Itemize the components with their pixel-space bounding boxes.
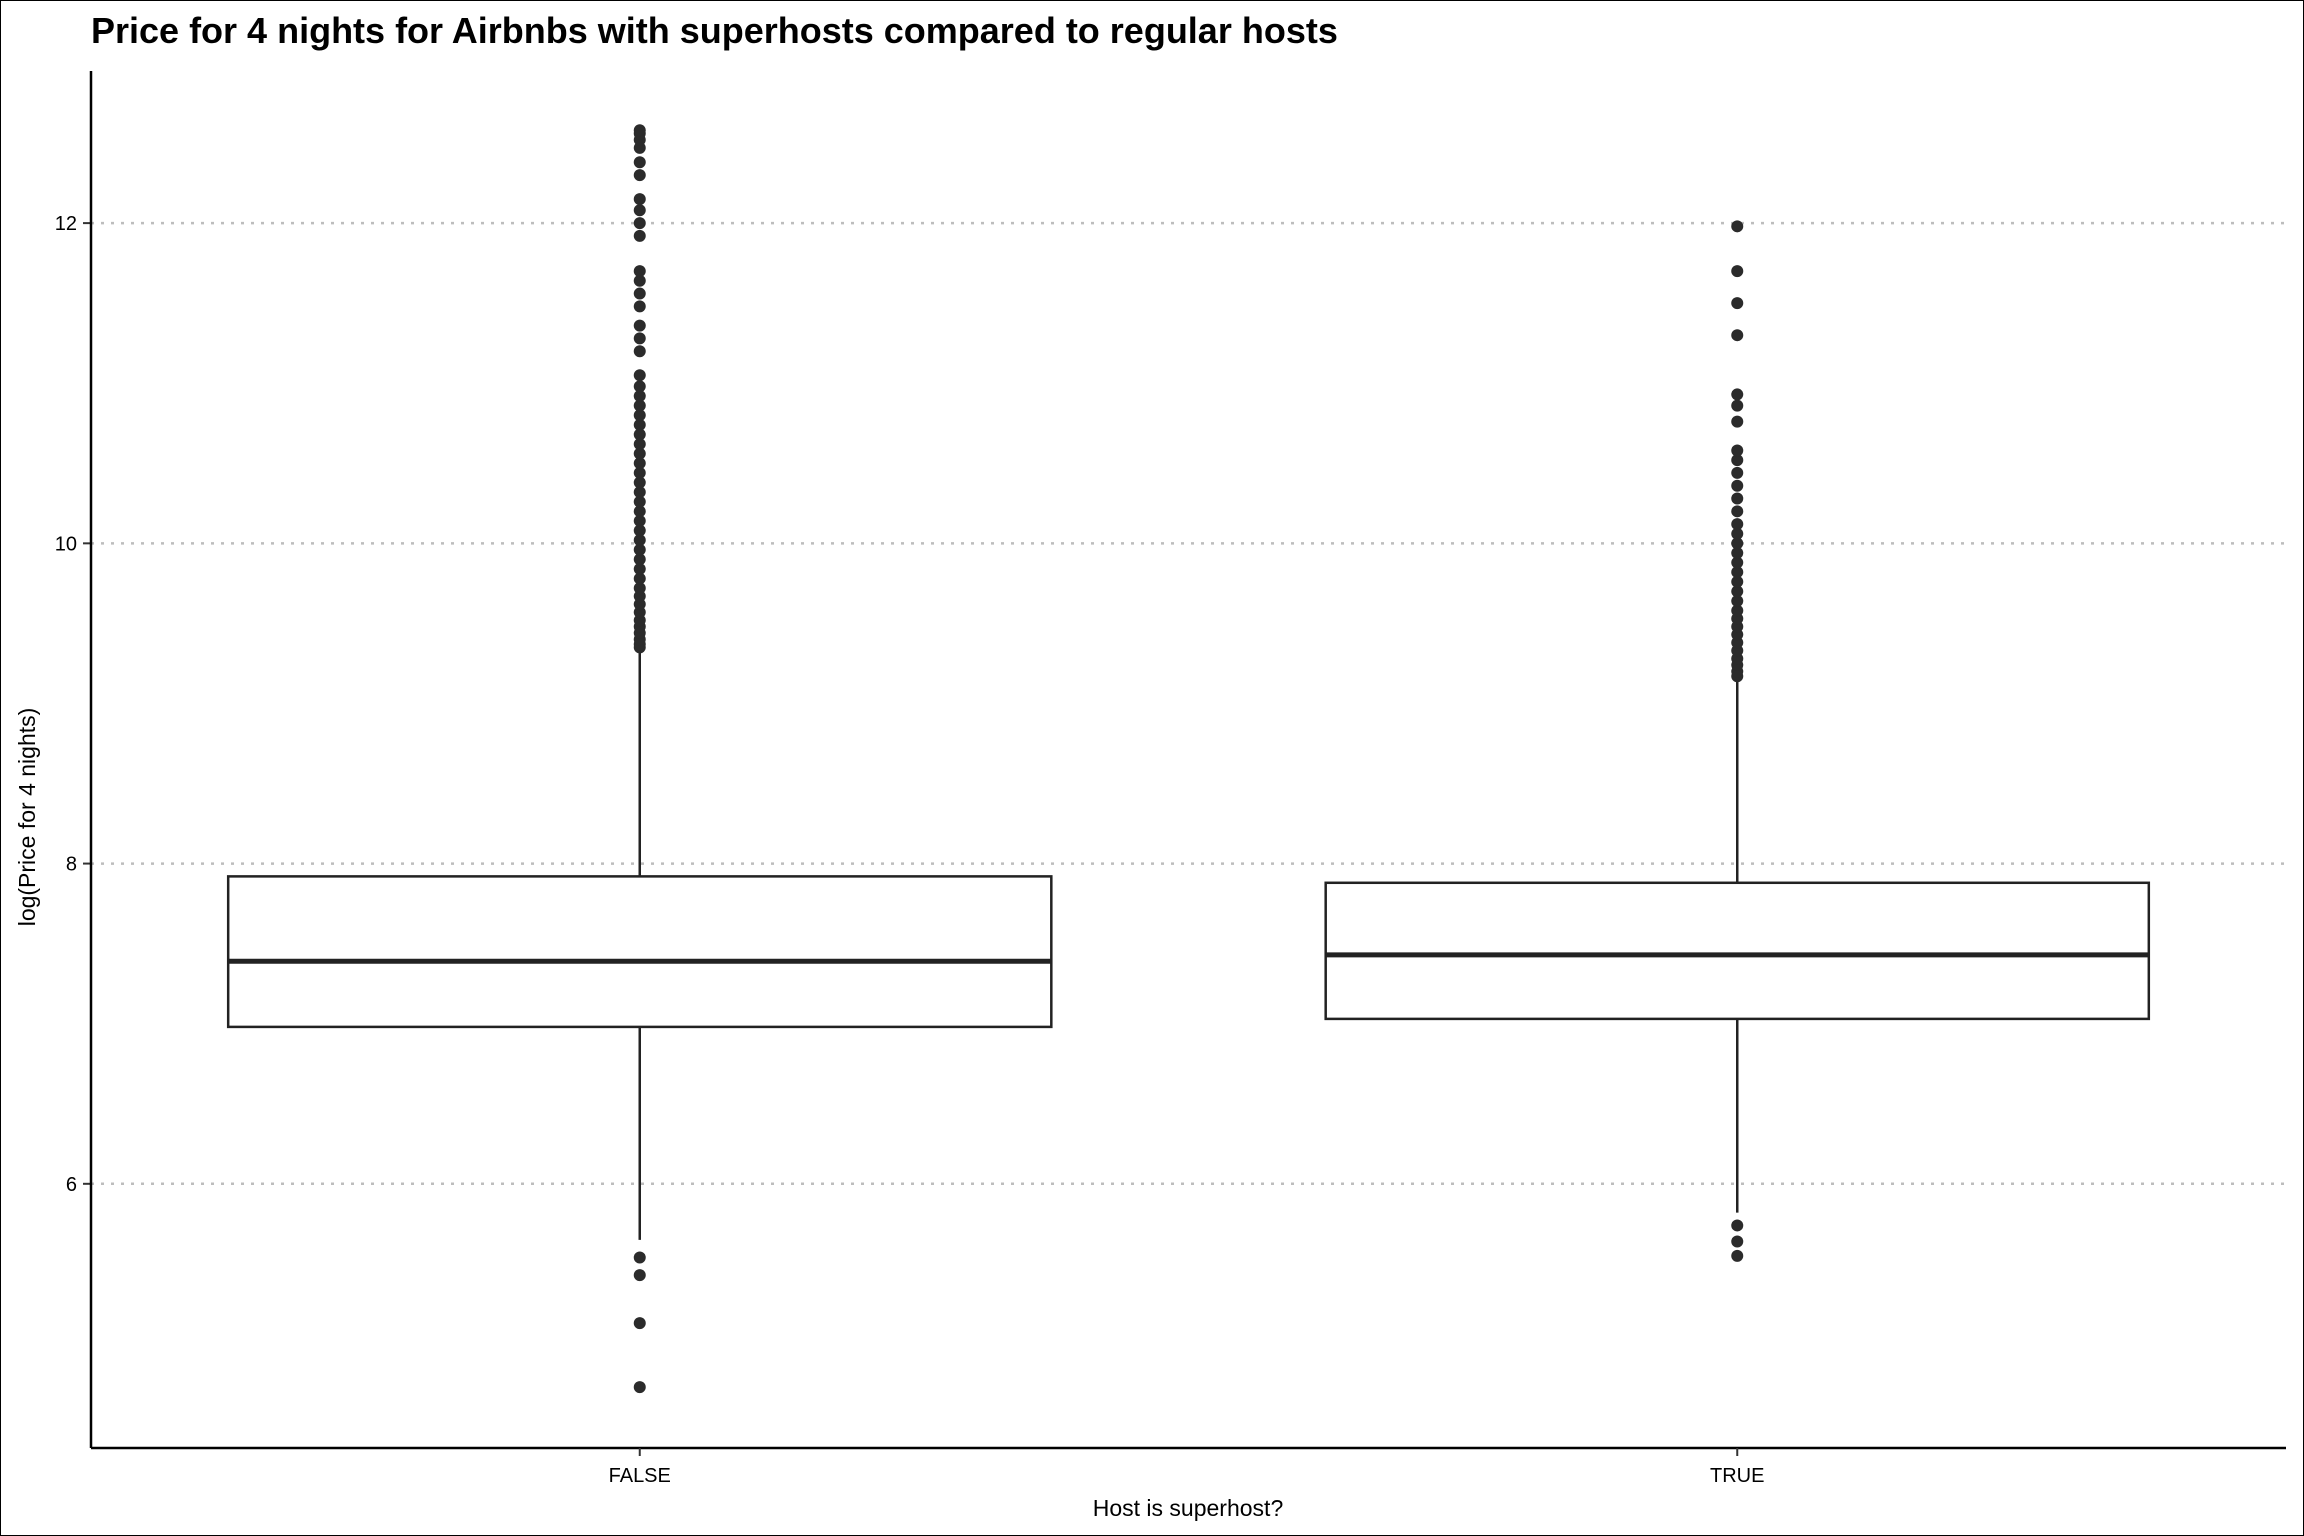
outlier-point: [633, 265, 646, 278]
y-tick-label: 6: [66, 1174, 77, 1196]
iqr-box: [226, 875, 1053, 1029]
y-tick-label: 10: [55, 533, 77, 555]
outlier-point: [1731, 604, 1744, 617]
outlier-point: [1731, 1235, 1744, 1248]
outlier-point: [1731, 527, 1744, 540]
axes: 6 8 10 12 FALSE TRUE: [55, 71, 2286, 1487]
outlier-point: [1731, 265, 1744, 278]
outlier-point: [1731, 444, 1744, 457]
outlier-point: [633, 418, 646, 431]
outlier-point: [1731, 399, 1744, 412]
iqr-box: [1324, 881, 2151, 1021]
outlier-point: [633, 447, 646, 460]
outlier-point: [633, 476, 646, 489]
x-axis-label: Host is superhost?: [1093, 1495, 1283, 1521]
box-series: [226, 124, 2151, 1394]
outlier-point: [633, 390, 646, 403]
outlier-point: [1731, 388, 1744, 401]
outlier-point: [633, 582, 646, 595]
outlier-point: [633, 229, 646, 242]
outlier-point: [1731, 575, 1744, 588]
box-group-true: [1324, 220, 2151, 1262]
outlier-point: [633, 204, 646, 217]
outlier-point: [1731, 466, 1744, 479]
outlier-point: [633, 287, 646, 300]
outlier-point: [633, 156, 646, 169]
outlier-point: [633, 457, 646, 470]
outlier-point: [633, 524, 646, 537]
outlier-point: [633, 505, 646, 518]
outlier-point: [1731, 415, 1744, 428]
outlier-point: [633, 300, 646, 313]
outlier-point: [633, 1381, 646, 1394]
outlier-point: [1731, 479, 1744, 492]
outlier-point: [1731, 556, 1744, 569]
outlier-point: [633, 486, 646, 499]
outlier-point: [633, 124, 646, 137]
outlier-point: [1731, 1219, 1744, 1232]
outlier-point: [633, 1269, 646, 1282]
y-tick-label: 12: [55, 213, 77, 235]
outlier-point: [1731, 297, 1744, 310]
outlier-point: [633, 380, 646, 393]
outlier-point: [1731, 329, 1744, 342]
outlier-point: [633, 543, 646, 556]
outlier-point: [633, 399, 646, 412]
outlier-point: [633, 428, 646, 441]
outlier-point: [1731, 505, 1744, 518]
outlier-point: [1731, 1249, 1744, 1262]
outlier-point: [633, 495, 646, 508]
outlier-point: [633, 332, 646, 345]
outlier-point: [1731, 546, 1744, 559]
outlier-point: [633, 369, 646, 382]
outlier-point: [1731, 492, 1744, 505]
outlier-point: [633, 572, 646, 585]
outlier-point: [633, 274, 646, 287]
outlier-point: [633, 534, 646, 547]
outlier-point: [633, 466, 646, 479]
outlier-point: [633, 1317, 646, 1330]
x-tick-label: FALSE: [609, 1465, 671, 1487]
x-tick-label: TRUE: [1710, 1465, 1764, 1487]
outlier-point: [633, 1251, 646, 1264]
outlier-point: [633, 562, 646, 575]
y-tick-label: 8: [66, 854, 77, 876]
outlier-point: [1731, 537, 1744, 550]
box-group-false: [226, 124, 1053, 1394]
outlier-point: [633, 193, 646, 206]
outlier-point: [633, 169, 646, 182]
outlier-point: [1731, 585, 1744, 598]
outlier-point: [1731, 454, 1744, 467]
outlier-point: [1731, 594, 1744, 607]
outlier-point: [633, 217, 646, 230]
chart-title: Price for 4 nights for Airbnbs with supe…: [91, 10, 1338, 51]
outlier-point: [633, 438, 646, 451]
outlier-point: [1731, 566, 1744, 579]
outlier-point: [633, 409, 646, 422]
y-axis-label: log(Price for 4 nights): [14, 708, 40, 927]
outlier-point: [1731, 220, 1744, 233]
outlier-point: [633, 319, 646, 332]
outlier-point: [633, 514, 646, 527]
outlier-point: [633, 553, 646, 566]
outlier-point: [633, 345, 646, 358]
outlier-point: [1731, 518, 1744, 531]
grid-lines: [91, 221, 2286, 1186]
